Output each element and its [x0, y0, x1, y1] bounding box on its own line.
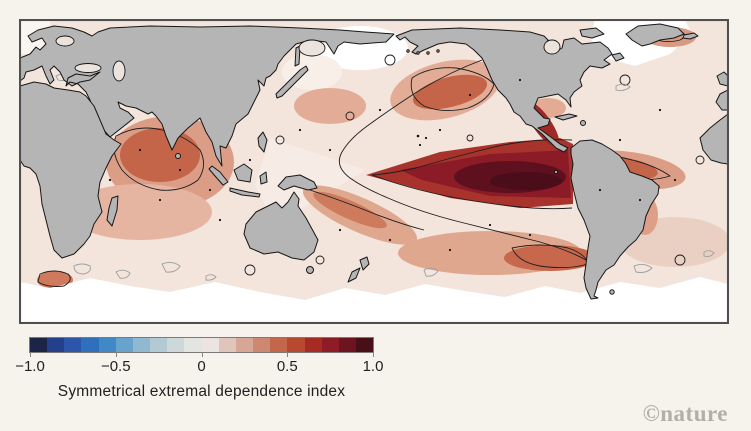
colorbar-tick-label: −0.5 — [100, 358, 131, 375]
land-falklands — [609, 289, 615, 295]
colorbar-tick-label: 0 — [197, 358, 206, 375]
colorbar-tick-label: 0.5 — [276, 358, 298, 375]
aleutian-islands — [406, 49, 440, 55]
colorbar-segment — [201, 338, 219, 352]
colorbar-segment — [304, 338, 322, 352]
colorbar-segment — [338, 338, 356, 352]
colorbar-tick-mark — [115, 352, 117, 357]
colorbar-segment — [30, 338, 48, 352]
land-australia — [243, 191, 319, 261]
land-cuba — [554, 113, 578, 121]
colorbar: −1.0 −0.5 0 0.5 1.0 Symmetrical extremal dep… — [15, 337, 383, 401]
land-japan — [275, 65, 309, 99]
colorbar-segment — [132, 338, 151, 352]
land-iceland — [682, 32, 699, 40]
colorbar-gradient — [29, 337, 374, 353]
colorbar-segment — [253, 338, 271, 352]
colorbar-segment — [150, 338, 168, 352]
nature-watermark: ©nature — [642, 401, 728, 426]
land-iberia-france — [715, 89, 728, 111]
colorbar-label: Symmetrical extremal dependence index — [57, 383, 346, 400]
land-north-america — [395, 27, 613, 153]
land-sumatra — [208, 165, 229, 186]
land-new-guinea — [277, 174, 318, 191]
land-new-zealand-north — [359, 256, 370, 271]
colorbar-segment — [355, 338, 374, 352]
colorbar-tick-mark — [201, 352, 203, 357]
stipple-dots — [108, 78, 677, 252]
colorbar-segment — [81, 338, 99, 352]
land-madagascar — [106, 195, 119, 227]
colorbar-segment — [47, 338, 65, 352]
black-sea — [74, 63, 102, 73]
baltic-sea — [55, 35, 75, 47]
land-newfoundland — [611, 52, 625, 62]
land-uk — [716, 71, 728, 87]
sea-of-okhotsk — [298, 39, 326, 57]
colorbar-segment — [64, 338, 82, 352]
colorbar-segment — [321, 338, 339, 352]
colorbar-tick-label: −1.0 — [15, 358, 45, 375]
el-nino-tongue — [366, 101, 573, 208]
colorbar-tick-mark — [30, 352, 31, 357]
land-galapagos — [553, 169, 559, 175]
land-tasmania — [306, 266, 314, 274]
land-hispaniola — [580, 120, 586, 126]
land-java — [229, 187, 261, 198]
world-map — [20, 20, 728, 323]
land-new-zealand-south — [347, 267, 361, 283]
land-sri-lanka — [175, 153, 181, 159]
land-africa — [20, 81, 122, 259]
land-borneo — [233, 163, 253, 183]
colorbar-segment — [218, 338, 236, 352]
land-west-africa — [699, 113, 728, 165]
map-border — [20, 20, 728, 323]
colorbar-segment — [115, 338, 133, 352]
land-south-america — [570, 139, 660, 300]
colorbar-segment — [235, 338, 254, 352]
land-baffin — [579, 27, 605, 39]
colorbar-segment — [287, 338, 305, 352]
colorbar-segment — [98, 338, 116, 352]
caspian-sea — [112, 60, 126, 82]
colorbar-tick-label: 1.0 — [362, 358, 384, 375]
colorbar-tick-mark — [373, 352, 374, 357]
colorbar-segment — [270, 338, 288, 352]
map-frame — [19, 19, 729, 324]
land-philippines — [257, 131, 268, 153]
land-eurasia — [20, 25, 395, 167]
colorbar-tick-labels: −1.0 −0.5 0 0.5 1.0 — [15, 357, 383, 375]
colorbar-ticks — [30, 352, 374, 357]
contour-lines — [37, 29, 715, 287]
hudson-bay — [543, 39, 561, 55]
land-greenland — [625, 23, 685, 47]
colorbar-segment — [167, 338, 185, 352]
colorbar-segment — [184, 338, 202, 352]
colorbar-tick-mark — [287, 352, 289, 357]
land-sulawesi — [259, 171, 268, 185]
land-masses — [20, 23, 728, 300]
land-sakhalin — [294, 45, 301, 67]
